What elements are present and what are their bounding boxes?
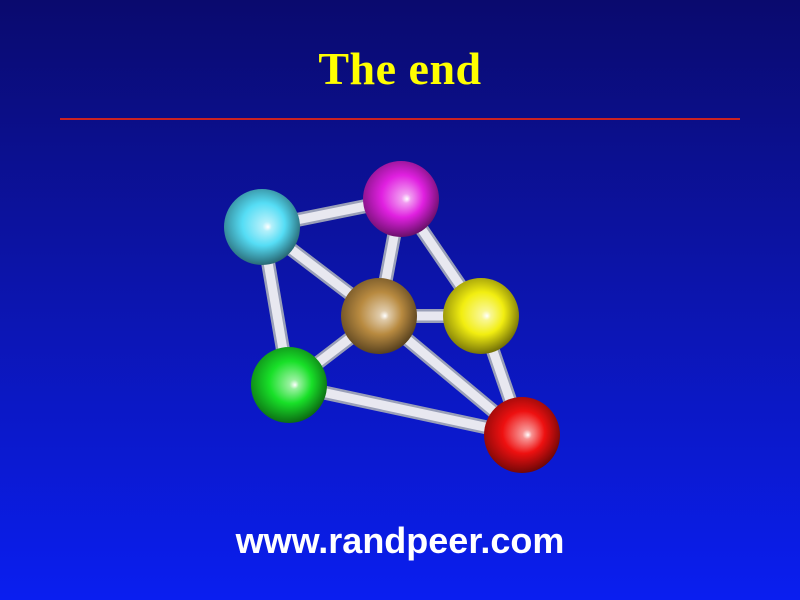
brown-atom [341, 278, 417, 354]
website-url: www.randpeer.com [235, 520, 565, 561]
cyan-atom [224, 189, 300, 265]
slide-title: The end [318, 43, 482, 94]
title-divider [60, 118, 740, 120]
magenta-atom [363, 161, 439, 237]
red-atom [484, 397, 560, 473]
bond-green-red [284, 380, 527, 440]
green-atom [251, 347, 327, 423]
yellow-atom [443, 278, 519, 354]
